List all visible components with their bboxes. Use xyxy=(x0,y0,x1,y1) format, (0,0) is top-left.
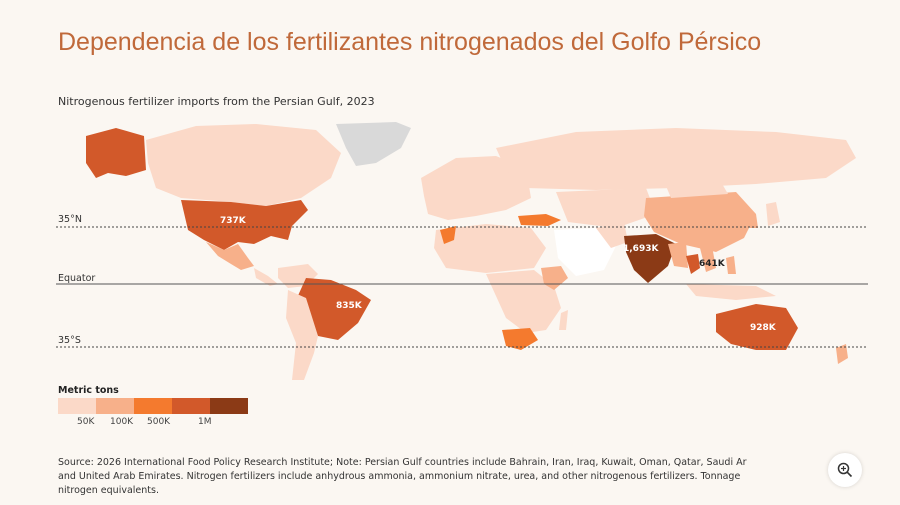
central-asia xyxy=(556,188,656,228)
legend-tick-500k: 500K xyxy=(147,417,171,427)
label-35n: 35°N xyxy=(58,214,82,225)
vietnam xyxy=(700,246,716,272)
alaska xyxy=(86,128,146,178)
mexico xyxy=(206,242,254,270)
source-line-2: and United Arab Emirates. Nitrogen ferti… xyxy=(58,471,741,482)
myanmar xyxy=(668,242,688,268)
india xyxy=(624,234,676,283)
australia xyxy=(716,304,798,350)
greenland xyxy=(336,122,411,166)
label-usa: 737K xyxy=(220,216,247,226)
legend-swatch-2 xyxy=(96,398,134,414)
madagascar xyxy=(559,310,568,330)
world-map: 737K 1,693K 641K 835K 928K xyxy=(56,122,868,380)
legend-color-scale xyxy=(58,398,248,414)
label-australia: 928K xyxy=(750,323,777,333)
label-equator: Equator xyxy=(58,273,96,284)
new-zealand xyxy=(836,344,848,364)
russia xyxy=(496,128,856,190)
persian-gulf-exporters xyxy=(554,228,616,276)
legend-tick-1m: 1M xyxy=(198,417,212,427)
source-line-3: nitrogen equivalents. xyxy=(58,485,159,496)
korea xyxy=(746,214,758,228)
page-title: Dependencia de los fertilizantes nitroge… xyxy=(58,27,762,56)
label-35s: 35°S xyxy=(58,335,81,346)
indonesia xyxy=(686,284,776,300)
source-line-1: Source: 2026 International Food Policy R… xyxy=(58,457,747,468)
turkey xyxy=(518,214,561,226)
legend-swatch-3 xyxy=(134,398,172,414)
north-africa xyxy=(434,224,546,273)
sub-saharan-africa xyxy=(486,270,561,333)
legend-title: Metric tons xyxy=(58,385,119,396)
mongolia xyxy=(666,182,728,198)
legend-ticks: 50K 100K 500K 1M xyxy=(58,417,258,431)
label-brazil: 835K xyxy=(336,301,363,311)
legend-tick-50k: 50K xyxy=(77,417,95,427)
south-america-south xyxy=(286,290,318,380)
label-india: 1,693K xyxy=(623,244,659,254)
legend-swatch-4 xyxy=(172,398,210,414)
label-thailand: 641K xyxy=(699,259,726,269)
legend-swatch-1 xyxy=(58,398,96,414)
usa xyxy=(181,200,308,250)
legend-swatch-5 xyxy=(210,398,248,414)
zoom-button[interactable] xyxy=(828,453,862,487)
philippines xyxy=(726,256,736,274)
thailand xyxy=(686,254,700,274)
europe xyxy=(421,156,531,220)
central-america xyxy=(254,268,278,286)
zoom-in-icon xyxy=(837,462,853,478)
south-africa xyxy=(502,328,538,350)
pakistan xyxy=(596,222,628,248)
japan xyxy=(766,202,780,226)
map-subtitle: Nitrogenous fertilizer imports from the … xyxy=(58,95,375,108)
china xyxy=(644,192,756,252)
brazil xyxy=(296,278,371,340)
source-note: Source: 2026 International Food Policy R… xyxy=(58,456,838,498)
legend-tick-100k: 100K xyxy=(110,417,134,427)
canada xyxy=(146,124,341,206)
morocco xyxy=(440,226,456,244)
